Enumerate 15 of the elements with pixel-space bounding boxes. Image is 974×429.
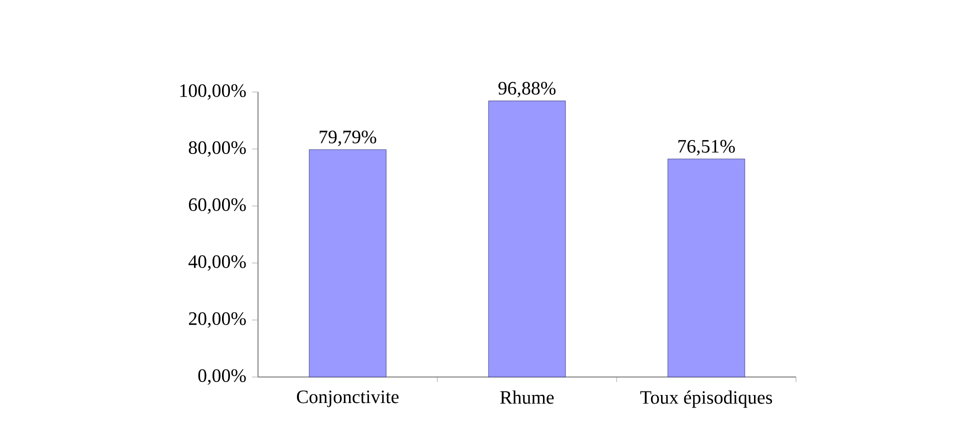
x-tick-label: Conjonctivite — [296, 390, 399, 408]
bar — [668, 158, 746, 378]
x-tick-label: Rhume — [500, 390, 554, 404]
data-label: 79,79% — [320, 130, 376, 146]
y-tick-label: 0,00% — [198, 369, 246, 385]
data-label: 76,51% — [678, 140, 735, 156]
y-tick-label: 60,00% — [188, 198, 246, 214]
bar — [308, 149, 386, 378]
y-tick-label: 20,00% — [188, 312, 246, 328]
x-tick-label: Toux épisodiques — [640, 390, 772, 408]
bar — [488, 100, 566, 378]
y-tick-label: 40,00% — [188, 255, 246, 271]
y-tick-label: 80,00% — [188, 141, 246, 157]
y-tick-label: 100,00% — [180, 84, 246, 100]
data-label: 96,88% — [498, 82, 556, 98]
